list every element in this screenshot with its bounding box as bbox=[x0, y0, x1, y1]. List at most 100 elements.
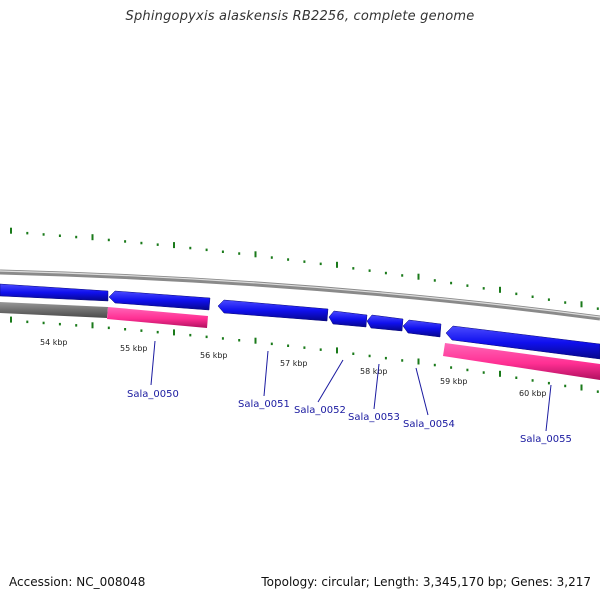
ring-mark bbox=[368, 354, 371, 358]
ring-mark bbox=[124, 240, 127, 243]
ring-mark bbox=[482, 371, 485, 374]
kbp-label: 59 kbp bbox=[440, 377, 468, 386]
ring-mark bbox=[384, 356, 387, 360]
backbone-outer-highlight bbox=[0, 270, 600, 318]
ring-mark bbox=[564, 384, 567, 388]
ring-mark bbox=[336, 261, 338, 268]
map-title: Sphingopyxis alaskensis RB2256, complete… bbox=[125, 9, 475, 24]
ring-mark bbox=[368, 269, 371, 272]
ring-mark bbox=[336, 347, 338, 354]
kbp-label: 55 kbp bbox=[120, 344, 148, 353]
accession-text: Accession: NC_008048 bbox=[9, 575, 146, 589]
cds-arrow bbox=[0, 283, 109, 302]
ring-mark bbox=[433, 279, 436, 282]
cds-arrow bbox=[328, 310, 368, 328]
ring-mark bbox=[91, 322, 94, 329]
cds-arrow bbox=[108, 290, 211, 311]
ring-mark bbox=[466, 368, 469, 372]
ring-mark bbox=[75, 235, 78, 239]
ring-mark bbox=[124, 328, 127, 331]
cds-arrow bbox=[217, 299, 329, 322]
ring-mark bbox=[254, 337, 257, 344]
cds-arrow bbox=[445, 325, 600, 360]
ring-mark bbox=[303, 260, 306, 263]
forward-cds-track bbox=[0, 283, 600, 360]
kbp-label: 60 kbp bbox=[519, 389, 547, 398]
ring-mark bbox=[596, 390, 599, 393]
ring-mark bbox=[287, 258, 290, 261]
ring-mark bbox=[42, 233, 45, 236]
ring-mark bbox=[205, 248, 208, 252]
gray-feature bbox=[0, 302, 108, 318]
ring-mark bbox=[352, 267, 355, 270]
ring-mark bbox=[417, 358, 420, 365]
ring-mark bbox=[26, 231, 29, 235]
ring-mark bbox=[515, 292, 518, 296]
kbp-scale: 54 kbp 55 kbp 56 kbp 57 kbp 58 kbp 59 kb… bbox=[40, 338, 547, 398]
ring-mark bbox=[91, 234, 94, 241]
ring-mark bbox=[42, 321, 45, 325]
ring-mark bbox=[58, 322, 61, 326]
ring-mark bbox=[547, 298, 550, 301]
ring-mark bbox=[221, 337, 224, 340]
ring-mark bbox=[287, 344, 290, 347]
ring-mark bbox=[10, 316, 12, 323]
gene-leaders bbox=[150, 340, 552, 432]
genome-summary-text: Topology: circular; Length: 3,345,170 bp… bbox=[261, 575, 591, 589]
ring-mark bbox=[401, 274, 404, 277]
leader-line bbox=[545, 384, 552, 432]
ring-mark bbox=[107, 326, 110, 330]
leader-line bbox=[317, 359, 344, 403]
ring-mark bbox=[466, 284, 469, 287]
ring-mark bbox=[580, 301, 583, 308]
ring-mark bbox=[417, 273, 420, 280]
ring-mark bbox=[189, 333, 192, 337]
gene-label-sala-0055[interactable]: Sala_0055 bbox=[520, 434, 572, 445]
ring-mark bbox=[107, 238, 110, 242]
gene-label-sala-0051[interactable]: Sala_0051 bbox=[238, 399, 290, 410]
gene-label-sala-0050[interactable]: Sala_0050 bbox=[127, 389, 179, 400]
ring-mark bbox=[221, 250, 224, 253]
rna-feature bbox=[107, 307, 208, 328]
ring-mark bbox=[156, 330, 159, 334]
ring-mark bbox=[499, 370, 501, 377]
ring-mark bbox=[580, 384, 583, 391]
kbp-label: 58 kbp bbox=[360, 367, 388, 376]
ring-mark bbox=[531, 379, 534, 382]
kbp-label: 56 kbp bbox=[200, 351, 228, 360]
cds-arrow bbox=[402, 319, 442, 338]
gene-labels: Sala_0050 Sala_0051 Sala_0052 Sala_0053 … bbox=[127, 389, 572, 445]
gene-label-sala-0053[interactable]: Sala_0053 bbox=[348, 412, 400, 423]
ring-mark bbox=[499, 286, 501, 293]
gene-label-sala-0052[interactable]: Sala_0052 bbox=[294, 405, 346, 416]
ring-mark bbox=[482, 287, 485, 290]
ring-mark bbox=[173, 242, 175, 249]
outer-gc-marks bbox=[10, 227, 599, 310]
ring-mark bbox=[319, 348, 322, 351]
ring-mark bbox=[10, 227, 12, 234]
ring-mark bbox=[450, 366, 453, 369]
ring-mark bbox=[319, 262, 322, 266]
ring-mark bbox=[384, 271, 387, 275]
ring-mark bbox=[173, 329, 175, 336]
ring-mark bbox=[140, 329, 143, 332]
ring-mark bbox=[205, 335, 208, 339]
ring-mark bbox=[596, 307, 599, 310]
leader-line bbox=[263, 350, 269, 397]
ring-mark bbox=[515, 376, 518, 379]
ring-mark bbox=[450, 281, 453, 285]
ring-mark bbox=[401, 359, 404, 362]
leader-line bbox=[373, 363, 380, 410]
kbp-label: 54 kbp bbox=[40, 338, 68, 347]
ring-mark bbox=[58, 234, 61, 237]
ring-mark bbox=[303, 346, 306, 349]
inner-scale-marks bbox=[10, 316, 599, 393]
cds-arrow bbox=[366, 314, 404, 332]
gene-label-sala-0054[interactable]: Sala_0054 bbox=[403, 419, 455, 430]
ring-mark bbox=[26, 320, 29, 324]
backbone-outer bbox=[0, 269, 600, 321]
ring-mark bbox=[238, 339, 241, 342]
ring-mark bbox=[270, 342, 273, 346]
ring-mark bbox=[189, 246, 192, 250]
